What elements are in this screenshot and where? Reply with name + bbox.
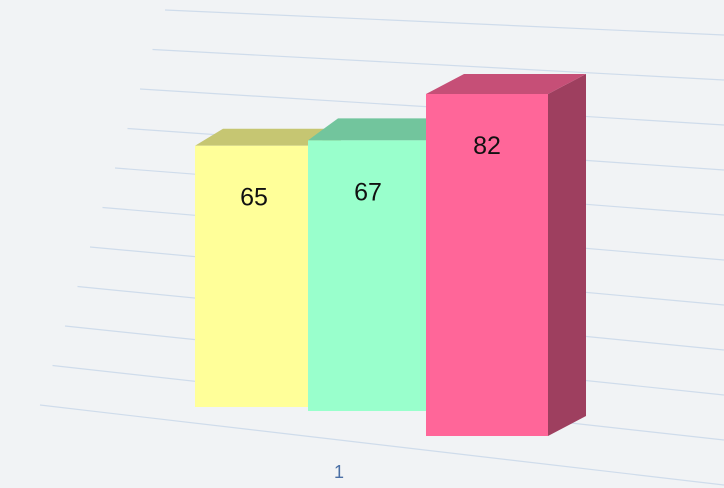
- gridline: [152, 48, 724, 81]
- floor-line: [39, 404, 724, 486]
- data-label: 65: [240, 184, 268, 212]
- x-tick-label: 1: [334, 462, 344, 482]
- bars: [195, 74, 586, 436]
- bar-top: [195, 128, 341, 146]
- bar-front: [195, 145, 313, 407]
- bar-top: [426, 74, 586, 95]
- bar-side: [548, 74, 586, 436]
- bar-front: [308, 140, 428, 411]
- data-labels: 65 67 82: [240, 132, 501, 212]
- data-label: 82: [473, 132, 501, 160]
- bar-top: [308, 118, 458, 141]
- bar-front: [426, 94, 548, 436]
- bar-3: [426, 74, 586, 436]
- data-label: 67: [354, 178, 382, 206]
- gridline: [164, 9, 724, 36]
